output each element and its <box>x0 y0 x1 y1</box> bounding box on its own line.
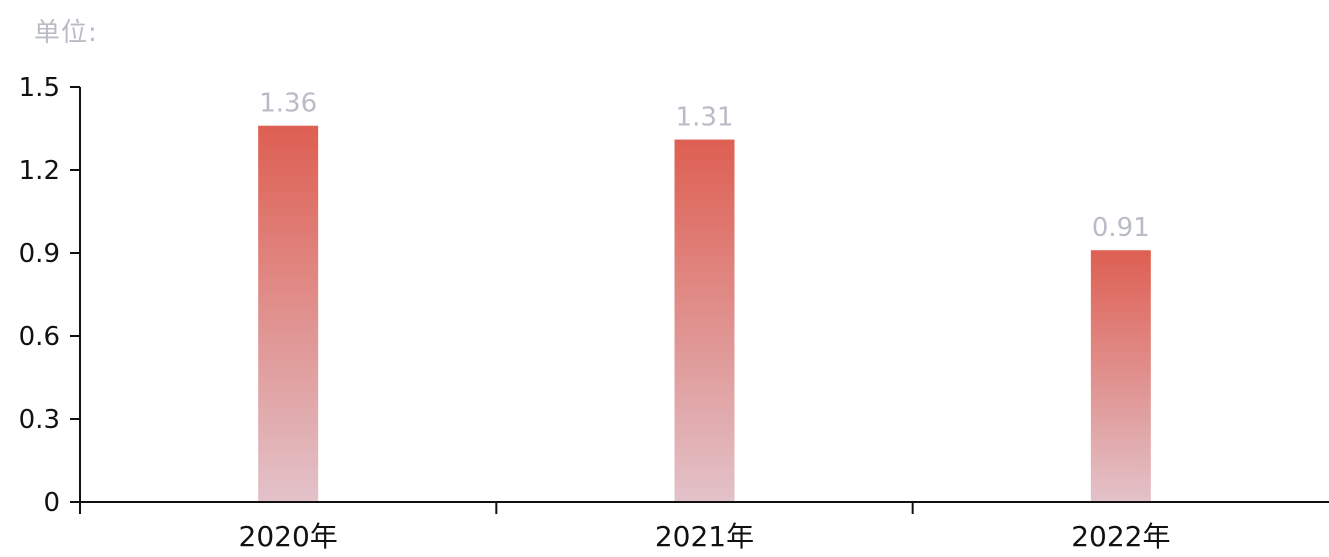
y-tick-label: 1.5 <box>19 73 60 103</box>
y-tick-label: 0.3 <box>19 405 60 435</box>
bar <box>1090 250 1151 502</box>
data-label: 0.91 <box>1092 213 1150 243</box>
unit-label: 单位: <box>34 18 98 48</box>
y-tick-label: 0 <box>43 488 60 518</box>
y-tick-label: 1.2 <box>19 156 60 186</box>
y-tick-label: 0.9 <box>19 239 60 269</box>
data-label: 1.31 <box>676 103 734 133</box>
x-tick-label: 2021年 <box>655 520 754 553</box>
bar <box>674 139 735 503</box>
x-tick-label: 2022年 <box>1071 520 1170 553</box>
data-label: 1.36 <box>259 89 317 119</box>
y-tick-label: 0.6 <box>19 322 60 352</box>
bar <box>258 125 319 502</box>
x-tick-label: 2020年 <box>239 520 338 553</box>
